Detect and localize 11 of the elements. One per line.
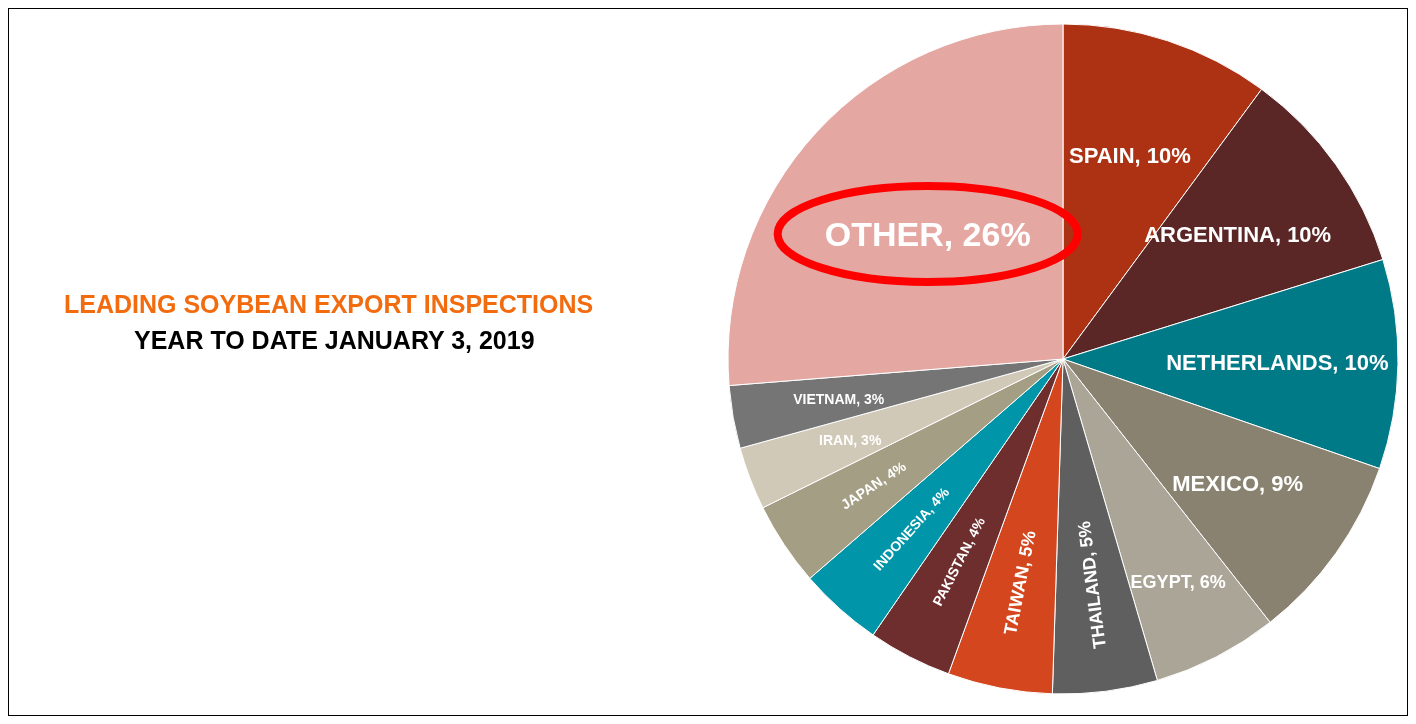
text: LEADING SOYBEAN EXPORT INSPECTIONS bbox=[64, 289, 594, 318]
slice-label: EGYPT, 6% bbox=[1130, 572, 1226, 593]
slice-label: NETHERLANDS, 10% bbox=[1166, 349, 1389, 375]
slice-label: IRAN, 3% bbox=[819, 432, 882, 449]
slice-label: OTHER, 26% bbox=[824, 214, 1031, 253]
slice-label: TAIWAN, 5% bbox=[1000, 528, 1040, 637]
text: YEAR TO DATE JANUARY 3, 2019 bbox=[134, 325, 535, 354]
slice-label: VIETNAM, 3% bbox=[793, 390, 885, 407]
slice-label: SPAIN, 10% bbox=[1068, 142, 1191, 168]
slice-label: MEXICO, 9% bbox=[1172, 470, 1304, 496]
slice-label: THAILAND, 5% bbox=[1073, 520, 1110, 650]
